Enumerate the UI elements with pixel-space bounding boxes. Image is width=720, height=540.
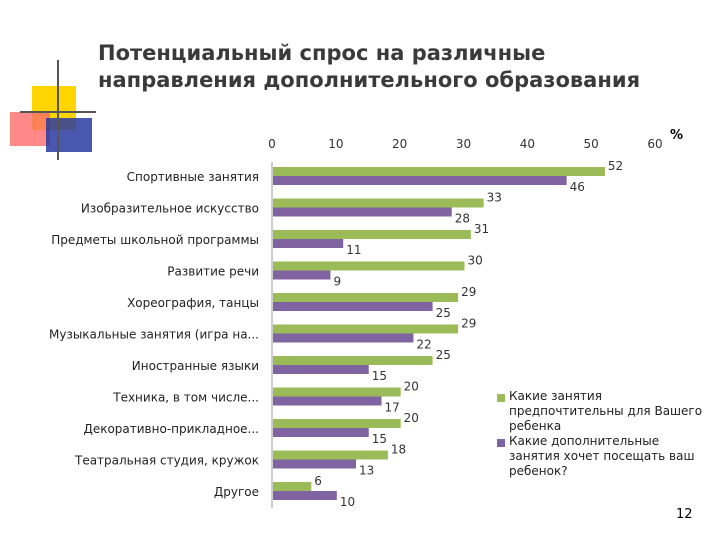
category-label-2: Предметы школьной программы [51,233,259,247]
bar-series-1-7 [273,387,401,397]
bar-series-1-3 [273,261,465,271]
data-label-series-2-6: 15 [372,369,387,383]
data-label-series-1-9: 18 [391,443,406,457]
legend-item-series-2: Какие дополнительные занятия хочет посещ… [497,434,707,479]
data-label-series-2-9: 13 [359,464,374,478]
x-tick-label-6: 60 [647,137,662,151]
bar-series-1-5 [273,324,459,334]
data-label-series-2-10: 10 [340,495,355,509]
data-label-series-1-1: 33 [487,191,502,205]
chart-legend: Какие занятия предпочтительны для Вашего… [497,389,707,479]
x-tick-label-4: 40 [520,137,535,151]
bar-series-1-8 [273,419,401,428]
bar-series-1-1 [273,198,484,208]
x-tick-label-2: 20 [392,137,407,151]
deco-red-square [10,112,50,146]
legend-swatch-series-1 [497,394,505,402]
category-label-0: Спортивные занятия [127,170,259,184]
x-tick-label-0: 0 [268,137,276,151]
data-label-series-1-4: 29 [461,285,476,299]
bar-series-2-1 [273,207,452,217]
legend-label-series-1: Какие занятия предпочтительны для Вашего… [509,389,703,433]
data-label-series-2-0: 46 [570,180,585,194]
bar-series-2-3 [273,270,331,280]
bar-series-1-10 [273,482,312,491]
title-line-1: Потенциальный спрос на различные [98,41,546,65]
category-label-8: Декоративно-прикладное... [83,422,259,436]
decorative-squares [10,60,96,160]
data-label-series-1-0: 52 [608,159,623,173]
title-line-2: направления дополнительного образования [98,68,641,92]
legend-item-series-1: Какие занятия предпочтительны для Вашего… [497,389,707,434]
data-label-series-2-3: 9 [333,275,341,289]
bar-series-2-6 [273,365,369,374]
bar-series-2-9 [273,459,356,469]
category-label-1: Изобразительное искусство [81,202,259,216]
page-title: Потенциальный спрос на различные направл… [98,40,698,94]
bar-series-2-2 [273,239,344,248]
data-label-series-2-1: 28 [455,212,470,226]
data-label-series-1-10: 6 [314,474,322,488]
data-label-series-1-6: 25 [436,348,451,362]
data-label-series-2-8: 15 [372,432,387,446]
category-label-6: Иностранные языки [132,359,259,373]
x-tick-label-3: 30 [456,137,471,151]
bar-series-2-4 [273,302,433,311]
bar-series-2-8 [273,428,369,437]
bar-series-2-0 [273,176,567,185]
page-number: 12 [676,507,693,522]
category-label-7: Техника, в том числе... [112,391,259,405]
category-label-5: Музыкальные занятия (игра на... [49,328,259,342]
category-label-4: Хореография, танцы [127,296,259,310]
bar-series-1-0 [273,167,605,176]
category-label-10: Другое [214,485,259,499]
x-axis-unit-label: % [670,128,683,143]
legend-label-series-2: Какие дополнительные занятия хочет посещ… [509,434,695,478]
data-label-series-2-7: 17 [385,401,400,415]
x-tick-label-5: 50 [584,137,599,151]
data-label-series-2-4: 25 [436,306,451,320]
data-label-series-1-3: 30 [468,254,483,268]
data-label-series-1-8: 20 [404,411,419,425]
bar-series-1-2 [273,230,471,239]
x-tick-label-1: 10 [328,137,343,151]
data-label-series-1-7: 20 [404,380,419,394]
bar-series-2-5 [273,333,414,343]
category-label-9: Театральная студия, кружок [74,454,259,468]
data-label-series-1-2: 31 [474,222,489,236]
bar-series-1-4 [273,293,459,302]
bar-series-2-10 [273,491,337,500]
bar-series-1-6 [273,356,433,365]
bar-series-2-7 [273,396,382,406]
deco-blue-square [46,118,92,152]
bar-series-1-9 [273,450,388,460]
legend-swatch-series-2 [497,439,505,447]
data-label-series-2-2: 11 [346,243,361,257]
category-label-3: Развитие речи [167,265,259,279]
data-label-series-1-5: 29 [461,317,476,331]
data-label-series-2-5: 22 [416,338,431,352]
